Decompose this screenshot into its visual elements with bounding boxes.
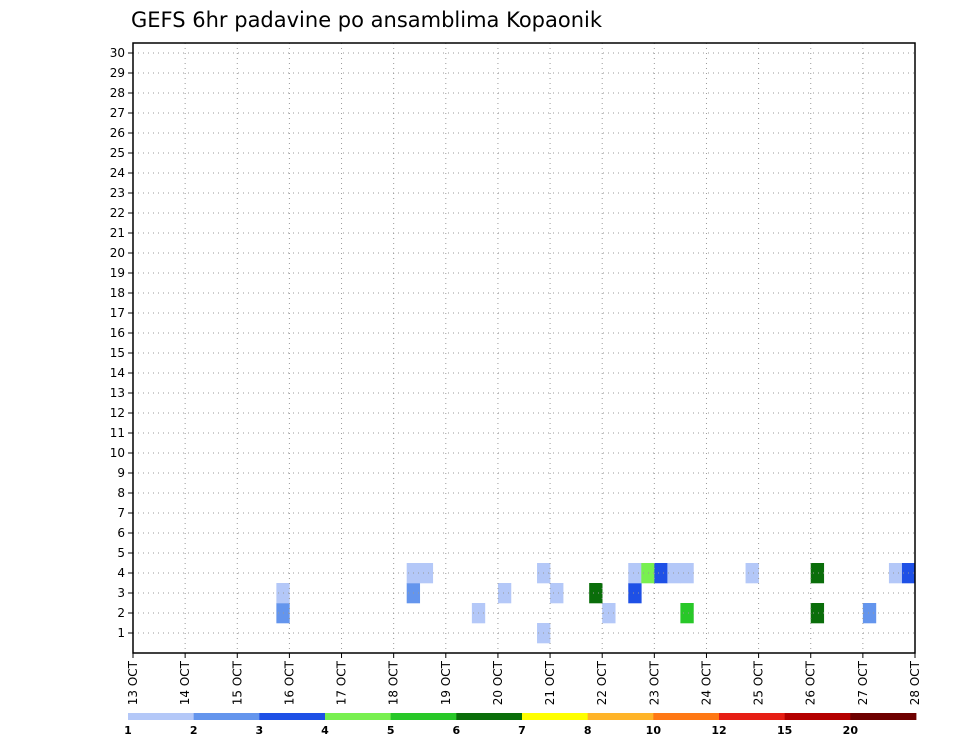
y-tick-label: 23 [110, 186, 125, 200]
y-tick-label: 10 [110, 446, 125, 460]
x-tick-label: 13 OCT [126, 660, 140, 705]
y-tick-label: 20 [110, 246, 125, 260]
y-tick-label: 21 [110, 226, 125, 240]
y-tick-label: 5 [117, 546, 125, 560]
x-tick-label: 25 OCT [752, 660, 766, 705]
legend-label: 3 [256, 724, 264, 737]
heatmap-cell [641, 563, 655, 584]
x-tick-label: 14 OCT [178, 660, 192, 705]
y-tick-label: 2 [117, 606, 125, 620]
heatmap-cell [550, 583, 564, 604]
legend-swatch [850, 713, 917, 720]
legend-swatch [390, 713, 457, 720]
x-tick-label: 24 OCT [699, 660, 713, 705]
legend-swatch [653, 713, 720, 720]
legend: 1 2 3 4 5 6 7 8 10 12 15 20 [124, 713, 917, 737]
heatmap-cell [628, 563, 642, 584]
legend-label: 10 [646, 724, 662, 737]
legend-label: 12 [711, 724, 726, 737]
y-tick-label: 15 [110, 346, 125, 360]
x-tick-label: 26 OCT [804, 660, 818, 705]
x-tick-label: 21 OCT [543, 660, 557, 705]
y-tick-label: 13 [110, 386, 125, 400]
x-tick-label: 19 OCT [439, 660, 453, 705]
x-tick-label: 17 OCT [335, 660, 349, 705]
ticks-layer: 1234567891011121314151617181920212223242… [110, 46, 922, 705]
y-tick-label: 9 [117, 466, 125, 480]
y-tick-label: 29 [110, 66, 125, 80]
heatmap-cell [589, 583, 603, 604]
legend-label: 8 [584, 724, 592, 737]
legend-label: 20 [843, 724, 859, 737]
legend-label: 2 [190, 724, 198, 737]
y-tick-label: 6 [117, 526, 125, 540]
legend-label: 5 [387, 724, 395, 737]
x-tick-label: 20 OCT [491, 660, 505, 705]
y-tick-label: 27 [110, 106, 125, 120]
chart-title: GEFS 6hr padavine po ansamblima Kopaonik [131, 8, 603, 32]
y-tick-label: 19 [110, 266, 125, 280]
legend-swatch [128, 713, 195, 720]
legend-swatch [587, 713, 654, 720]
x-tick-label: 28 OCT [908, 660, 922, 705]
y-tick-label: 12 [110, 406, 125, 420]
heatmap-cell [680, 603, 694, 624]
x-tick-label: 15 OCT [230, 660, 244, 705]
x-tick-label: 18 OCT [387, 660, 401, 705]
y-tick-label: 22 [110, 206, 125, 220]
x-tick-label: 27 OCT [856, 660, 870, 705]
y-tick-label: 17 [110, 306, 125, 320]
legend-label: 15 [777, 724, 792, 737]
heatmap-cell [810, 603, 825, 624]
heatmap-cell [654, 563, 668, 584]
legend-label: 6 [453, 724, 461, 737]
y-tick-label: 26 [110, 126, 125, 140]
legend-label: 4 [321, 724, 329, 737]
x-tick-label: 16 OCT [282, 660, 296, 705]
y-tick-label: 14 [110, 366, 125, 380]
x-tick-label: 22 OCT [595, 660, 609, 705]
legend-swatch [193, 713, 260, 720]
heatmap-cell [628, 583, 642, 604]
y-tick-label: 30 [110, 46, 125, 60]
y-tick-label: 3 [117, 586, 125, 600]
heatmap-cell [810, 563, 825, 584]
plot-frame [132, 42, 916, 654]
y-tick-label: 16 [110, 326, 125, 340]
y-tick-label: 7 [117, 506, 125, 520]
legend-label: 1 [124, 724, 132, 737]
legend-swatch [784, 713, 851, 720]
legend-swatch [719, 713, 786, 720]
heatmap-cell [862, 603, 877, 624]
y-tick-label: 25 [110, 146, 125, 160]
grid-layer [133, 43, 915, 653]
y-tick-label: 11 [110, 426, 125, 440]
y-tick-label: 18 [110, 286, 125, 300]
y-tick-label: 4 [117, 566, 125, 580]
legend-swatch [522, 713, 589, 720]
heatmap-cell [888, 563, 903, 584]
y-tick-label: 1 [117, 626, 125, 640]
cells-layer [276, 563, 916, 644]
y-tick-label: 28 [110, 86, 125, 100]
heatmap-cell [680, 563, 694, 584]
heatmap-cell [667, 563, 681, 584]
legend-swatch [325, 713, 392, 720]
y-tick-label: 24 [110, 166, 125, 180]
legend-swatch [259, 713, 326, 720]
y-tick-label: 8 [117, 486, 125, 500]
heatmap-cell [745, 563, 759, 584]
heatmap-cell [497, 583, 512, 604]
x-tick-label: 23 OCT [647, 660, 661, 705]
heatmap-cell [419, 563, 434, 584]
legend-label: 7 [518, 724, 526, 737]
legend-swatch [456, 713, 523, 720]
